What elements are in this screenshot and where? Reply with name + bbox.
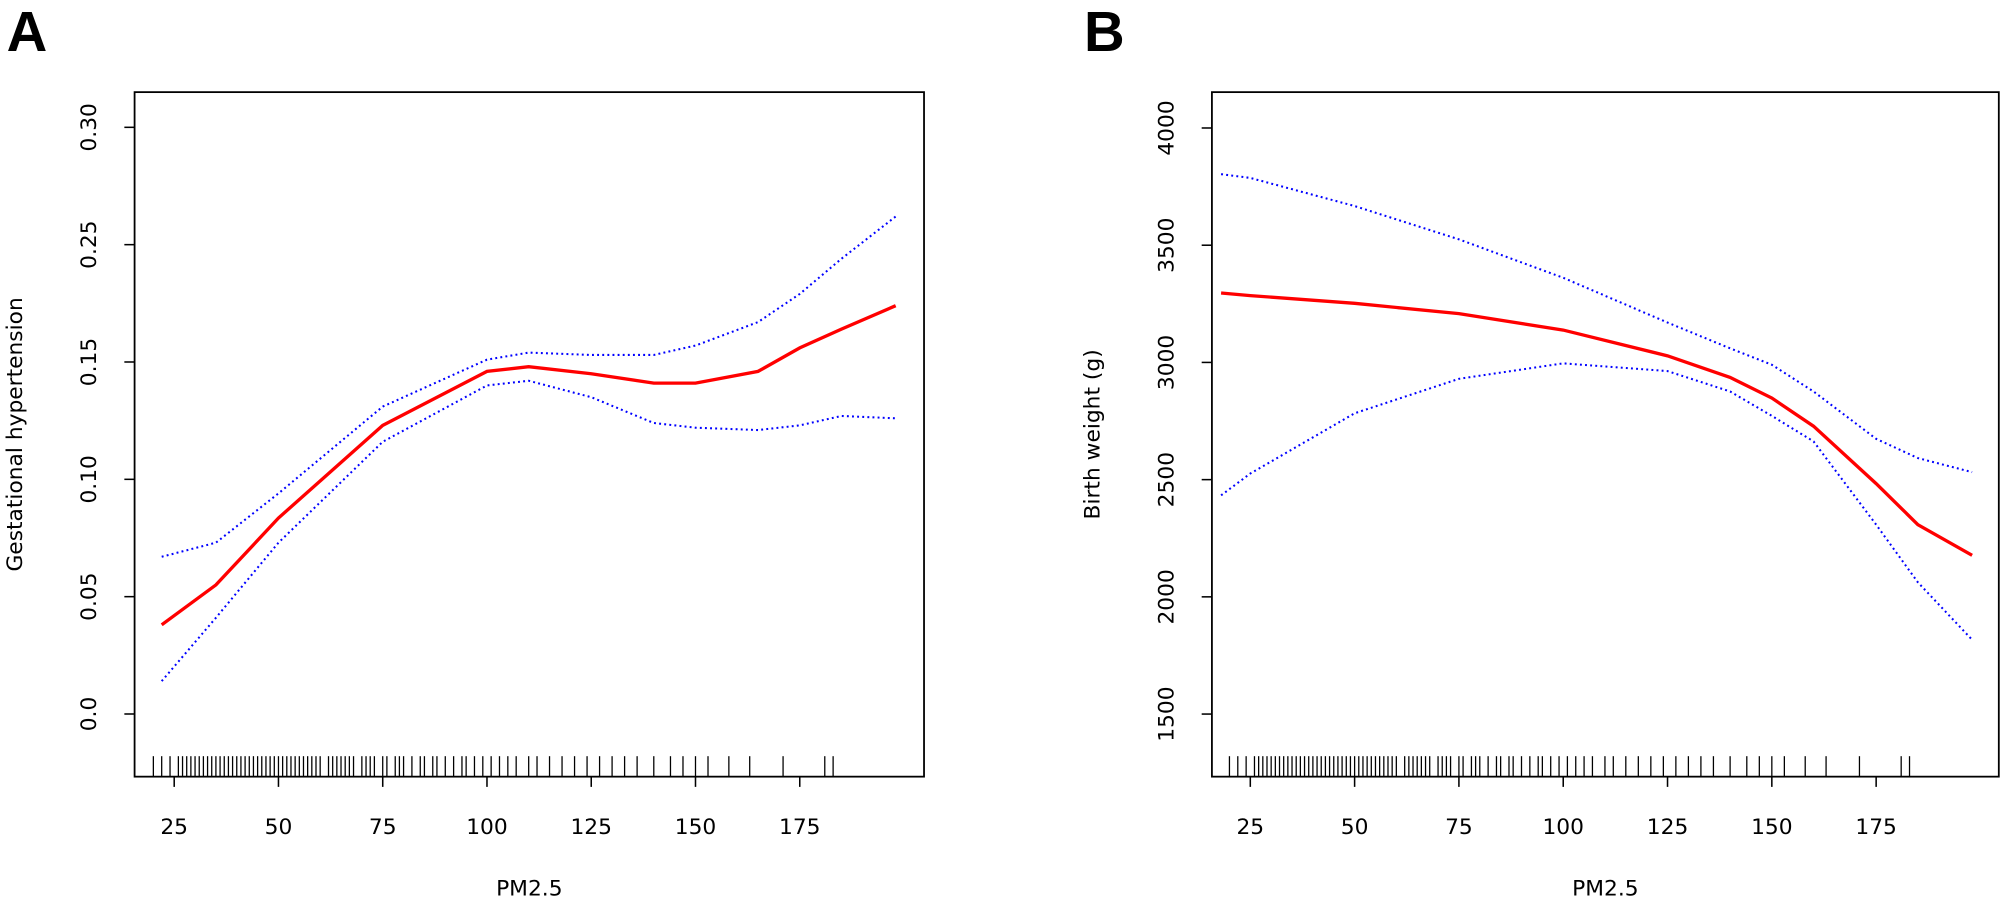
x-tick-label: 25	[160, 815, 188, 840]
fit-line	[160, 304, 897, 627]
confidence-line	[161, 215, 897, 558]
x-tick-label: 50	[265, 815, 293, 840]
x-tick-label: 150	[1751, 815, 1793, 840]
fit-line	[1220, 291, 1973, 557]
y-tick-label: 0.30	[77, 103, 102, 151]
y-tick-label: 1500	[1155, 686, 1180, 741]
plot-frame	[133, 91, 925, 778]
y-tick-label: 3500	[1155, 218, 1180, 273]
x-tick-label: 150	[675, 815, 717, 840]
y-tick-label: 2500	[1155, 452, 1180, 507]
y-tick-label: 0.05	[77, 572, 102, 620]
x-tick-label: 100	[1542, 815, 1584, 840]
panel-label: B	[1084, 0, 1125, 63]
x-axis-label: PM2.5	[1572, 877, 1638, 902]
confidence-line	[160, 379, 896, 682]
confidence-line	[1220, 362, 1973, 641]
x-axis-label: PM2.5	[496, 877, 562, 902]
x-tick-label: 75	[1445, 815, 1473, 840]
y-tick-label: 2000	[1155, 569, 1180, 624]
y-tick-label: 3000	[1155, 335, 1180, 390]
x-tick-label: 175	[1855, 815, 1897, 840]
y-axis-label: Birth weight (g)	[1080, 349, 1105, 519]
y-tick-label: 0.10	[77, 455, 102, 503]
y-tick-label: 4000	[1155, 100, 1180, 155]
x-tick-label: 25	[1236, 815, 1264, 840]
x-tick-label: 100	[466, 815, 508, 840]
x-tick-label: 50	[1341, 815, 1369, 840]
x-tick-label: 75	[369, 815, 397, 840]
y-tick-label: 0.15	[77, 338, 102, 386]
confidence-line	[1220, 173, 1973, 474]
x-tick-label: 175	[779, 815, 821, 840]
y-tick-label: 0.25	[77, 220, 102, 268]
y-axis-label: Gestational hypertension	[3, 297, 28, 571]
x-tick-label: 125	[570, 815, 612, 840]
panel-label: A	[7, 0, 48, 63]
y-tick-label: 0.0	[77, 697, 102, 732]
x-tick-label: 125	[1647, 815, 1689, 840]
plot-frame	[1211, 91, 2000, 778]
